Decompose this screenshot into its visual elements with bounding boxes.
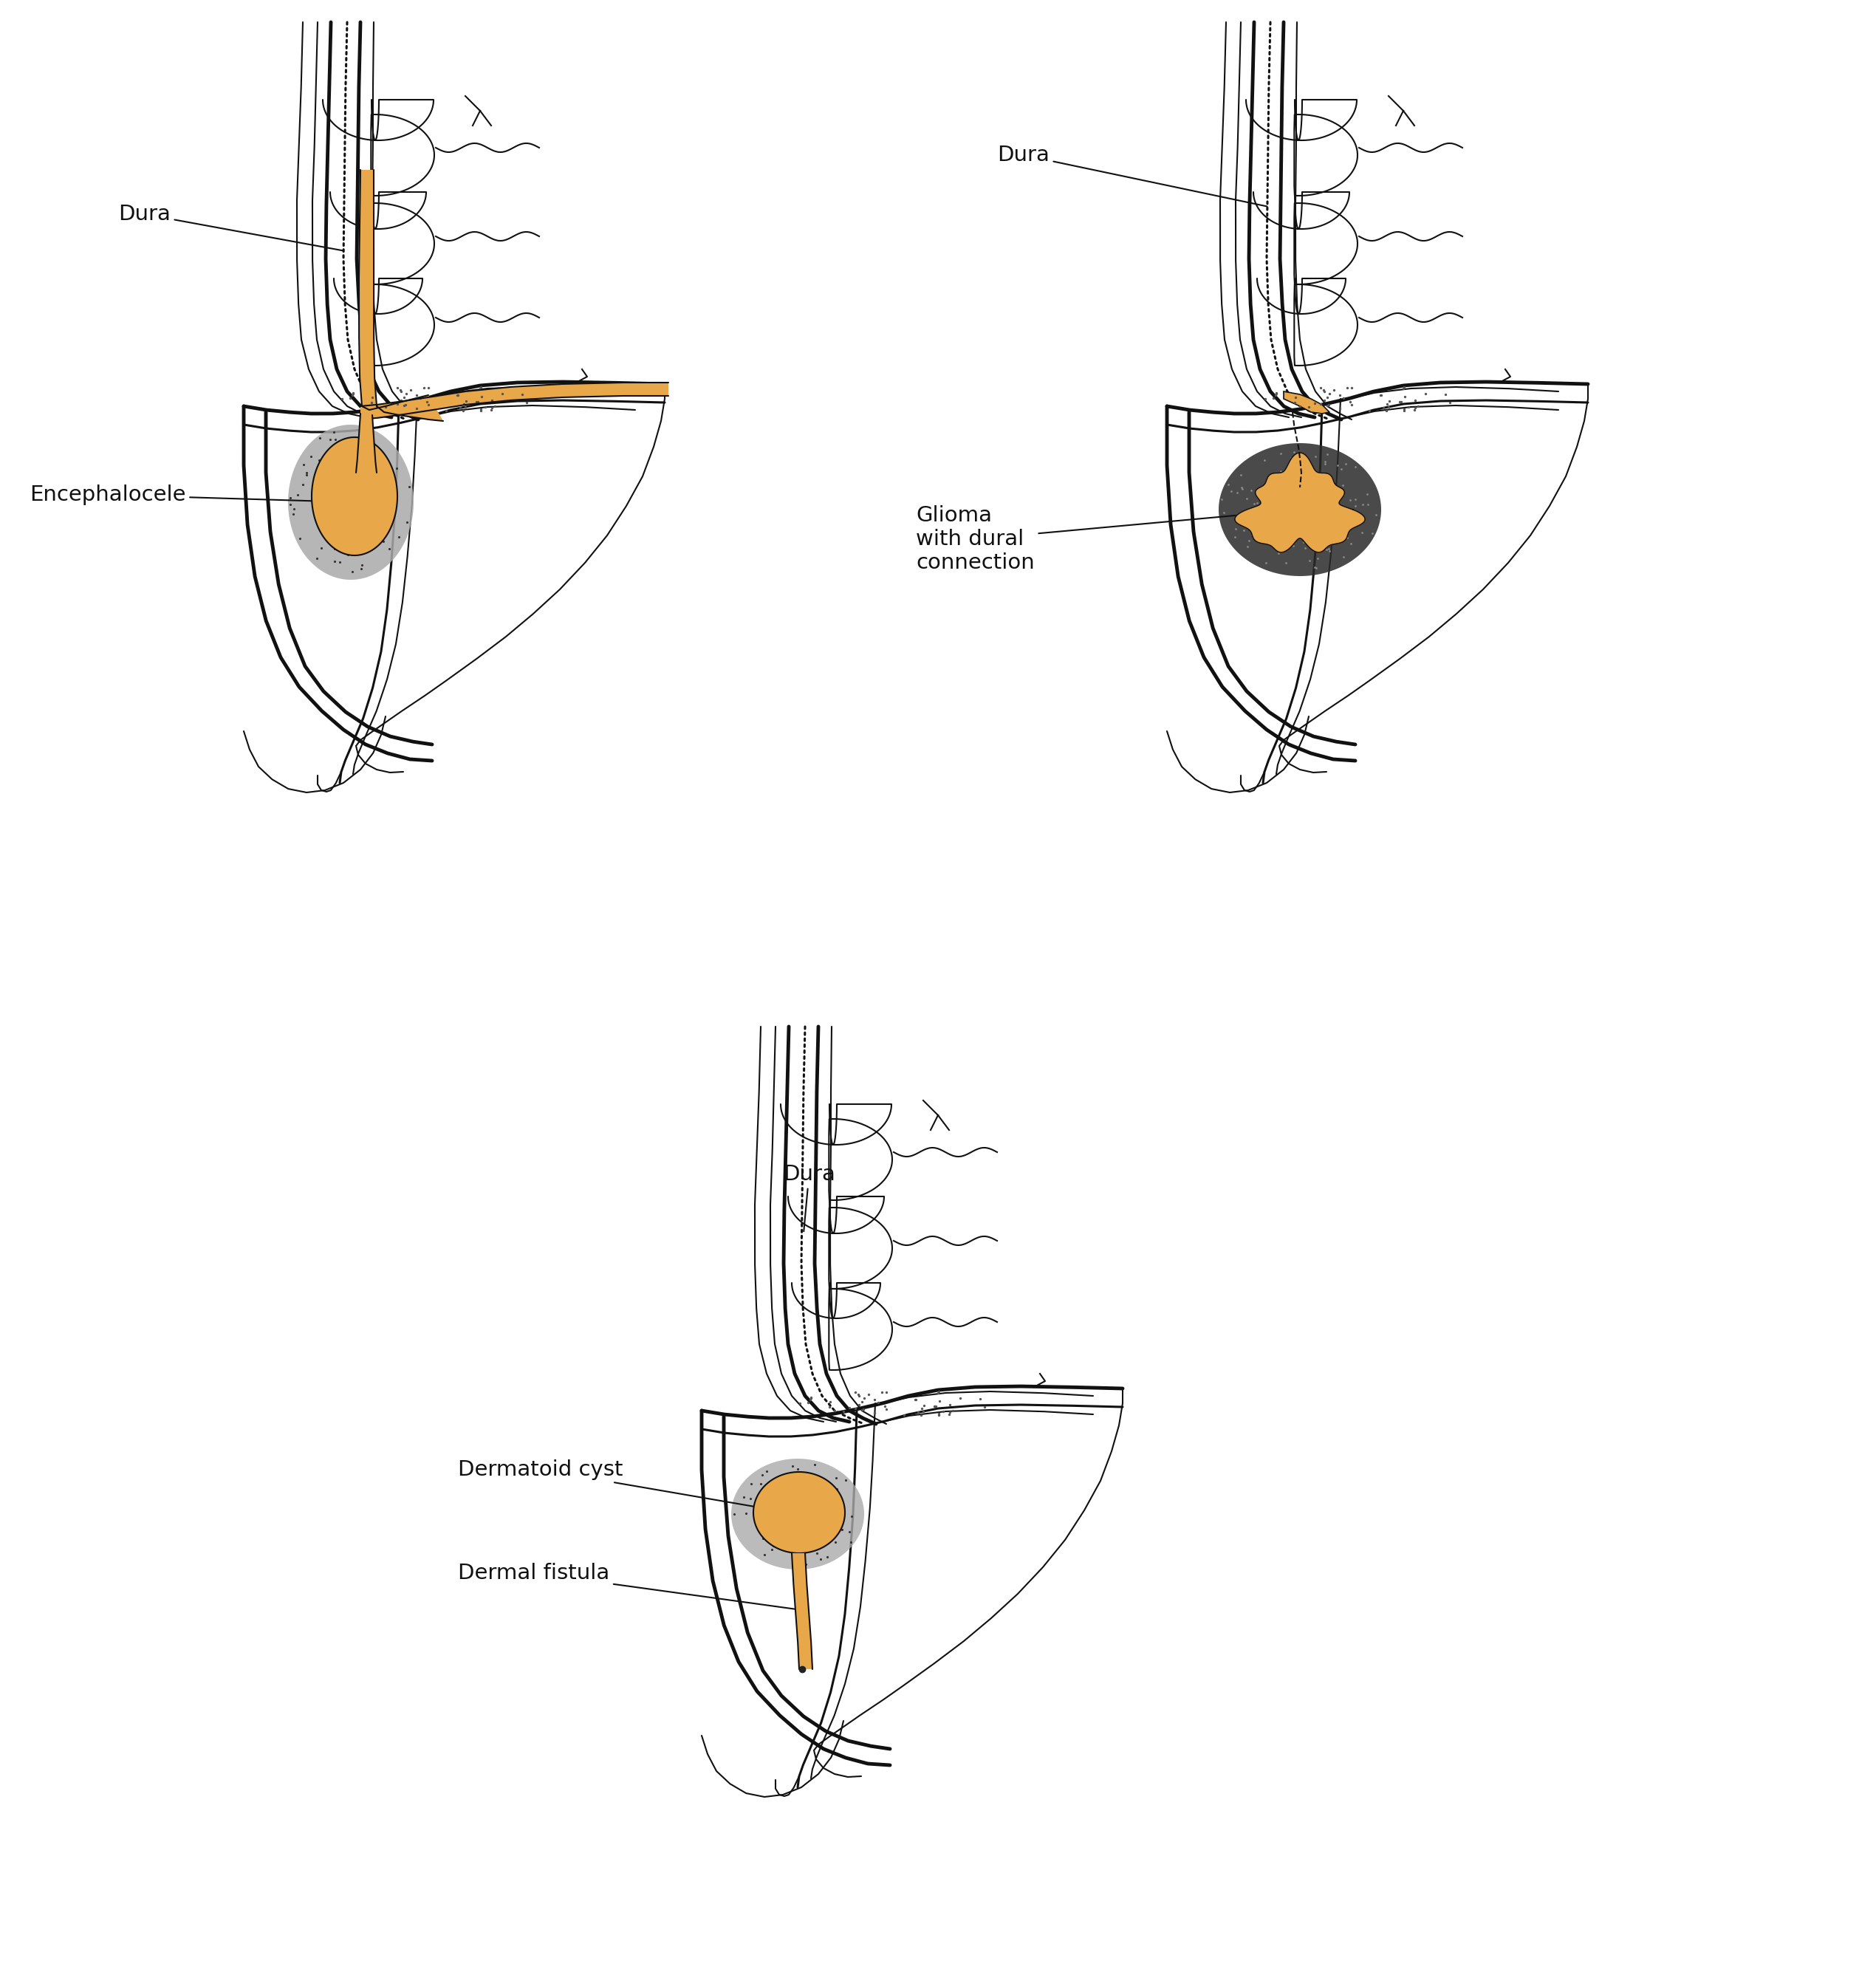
Polygon shape bbox=[829, 1118, 893, 1201]
Polygon shape bbox=[732, 1459, 865, 1569]
Polygon shape bbox=[330, 193, 426, 228]
Polygon shape bbox=[1294, 114, 1358, 195]
Polygon shape bbox=[792, 1284, 880, 1319]
Polygon shape bbox=[371, 203, 433, 284]
Polygon shape bbox=[371, 114, 433, 195]
Polygon shape bbox=[754, 1473, 844, 1554]
Polygon shape bbox=[1219, 443, 1381, 577]
Polygon shape bbox=[1246, 100, 1356, 140]
Polygon shape bbox=[792, 1554, 812, 1670]
Polygon shape bbox=[829, 1290, 893, 1370]
Polygon shape bbox=[1257, 278, 1345, 313]
Polygon shape bbox=[356, 413, 377, 473]
Polygon shape bbox=[1294, 203, 1358, 284]
Polygon shape bbox=[788, 1197, 884, 1233]
Polygon shape bbox=[829, 1207, 893, 1290]
Text: Dura: Dura bbox=[782, 1164, 835, 1231]
Polygon shape bbox=[1253, 193, 1349, 228]
Polygon shape bbox=[371, 284, 433, 366]
Polygon shape bbox=[334, 278, 422, 313]
Text: Dura: Dura bbox=[118, 205, 343, 250]
Polygon shape bbox=[1283, 392, 1330, 413]
Polygon shape bbox=[1234, 453, 1366, 553]
Polygon shape bbox=[353, 473, 379, 494]
Polygon shape bbox=[1294, 284, 1358, 366]
Polygon shape bbox=[311, 437, 398, 555]
Text: Dura: Dura bbox=[996, 146, 1266, 207]
Polygon shape bbox=[358, 169, 443, 421]
Polygon shape bbox=[780, 1105, 891, 1144]
Polygon shape bbox=[289, 425, 413, 579]
Polygon shape bbox=[323, 100, 433, 140]
Text: Glioma
with dural
connection: Glioma with dural connection bbox=[915, 504, 1298, 573]
Text: Dermatoid cyst: Dermatoid cyst bbox=[458, 1459, 795, 1514]
Polygon shape bbox=[360, 382, 668, 419]
Text: Dermal fistula: Dermal fistula bbox=[458, 1563, 799, 1611]
Text: Encephalocele: Encephalocele bbox=[30, 484, 353, 506]
